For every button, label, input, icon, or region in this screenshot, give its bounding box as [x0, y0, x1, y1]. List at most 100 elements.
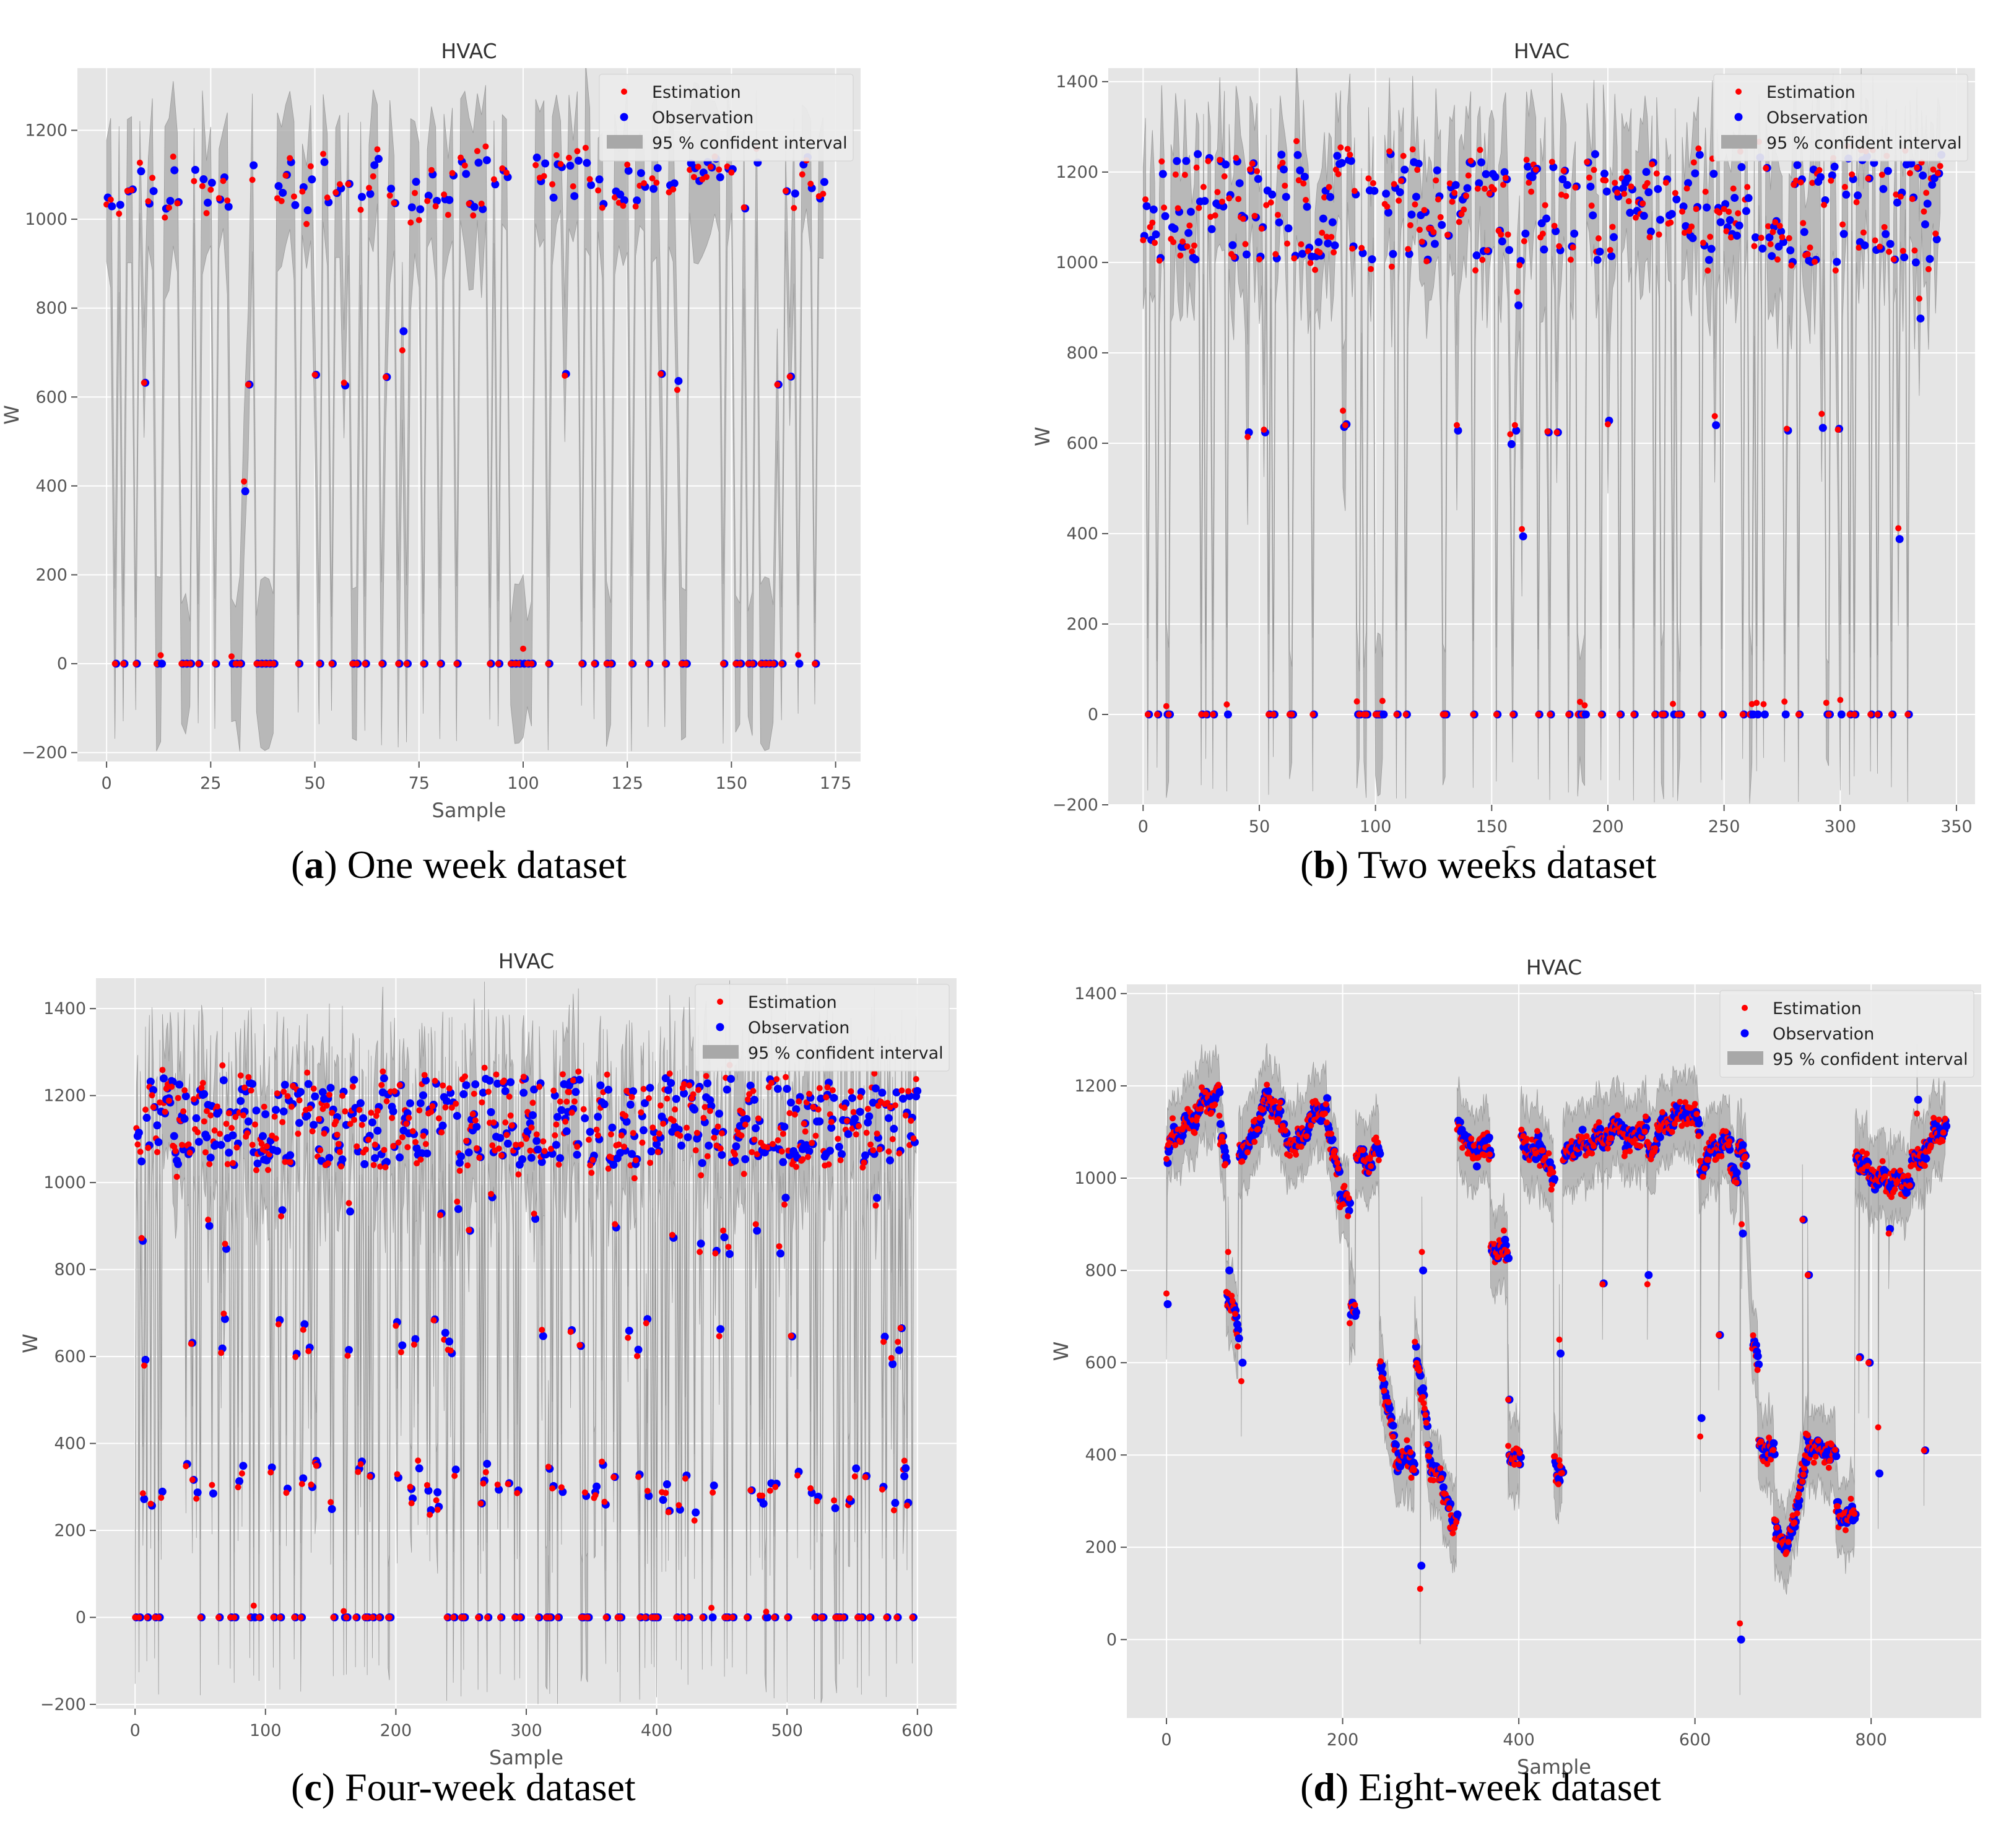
legend-entry: 95 % confident interval: [748, 1044, 944, 1063]
observation-point: [1182, 157, 1191, 165]
estimation-point: [1208, 1109, 1215, 1116]
y-axis-label: W: [19, 1334, 42, 1353]
estimation-point: [567, 1329, 574, 1335]
estimation-point: [1288, 711, 1295, 718]
observation-point: [149, 187, 158, 196]
observation-point: [1215, 1088, 1224, 1096]
estimation-point: [1511, 1461, 1518, 1468]
observation-point: [459, 1090, 468, 1098]
estimation-point: [1563, 193, 1570, 199]
observation-point: [1886, 240, 1895, 248]
estimation-point: [403, 1121, 410, 1127]
estimation-point: [515, 1171, 522, 1178]
estimation-point: [1942, 1115, 1948, 1122]
estimation-point: [1337, 144, 1344, 151]
estimation-point: [1672, 189, 1678, 196]
estimation-point: [1423, 1420, 1430, 1426]
observation-point: [1284, 224, 1293, 233]
estimation-point: [1565, 711, 1572, 718]
estimation-point: [1704, 267, 1711, 274]
estimation-point: [1612, 180, 1618, 186]
estimation-point: [429, 1103, 436, 1109]
observation-point: [596, 1081, 605, 1090]
observation-point: [1347, 157, 1355, 165]
estimation-point: [466, 200, 472, 207]
estimation-point: [1786, 235, 1792, 241]
estimation-point: [1939, 1138, 1946, 1145]
observation-point: [884, 1114, 893, 1122]
observation-point: [1235, 1334, 1243, 1343]
observation-point: [1419, 1384, 1428, 1393]
estimation-point: [1142, 196, 1149, 203]
estimation-point: [601, 1498, 608, 1505]
observation-point: [1482, 170, 1490, 178]
estimation-point: [132, 661, 139, 667]
estimation-point: [120, 661, 127, 667]
estimation-point: [799, 1156, 806, 1163]
estimation-point: [111, 661, 118, 667]
estimation-point: [410, 1341, 417, 1348]
estimation-point: [678, 1614, 685, 1621]
observation-point: [250, 161, 258, 170]
estimation-point: [404, 1143, 411, 1150]
estimation-point: [864, 1106, 871, 1113]
estimation-point: [1716, 1332, 1722, 1338]
estimation-point: [1312, 266, 1319, 273]
estimation-point: [858, 1614, 865, 1621]
estimation-point: [209, 1481, 215, 1488]
x-tick-label: 0: [130, 1721, 141, 1740]
estimation-point: [448, 1104, 455, 1111]
estimation-point: [371, 1141, 378, 1148]
estimation-point: [1528, 188, 1535, 195]
y-tick-label: 0: [57, 654, 67, 674]
observation-point: [1907, 159, 1916, 168]
observation-point: [848, 1094, 856, 1103]
observation-point: [1282, 193, 1290, 201]
estimation-point: [550, 1087, 557, 1094]
observation-point: [827, 1124, 836, 1132]
estimation-point: [1851, 1511, 1858, 1517]
x-axis-label: Sample: [489, 1746, 563, 1769]
observation-point: [412, 178, 420, 186]
estimation-point: [1572, 184, 1579, 191]
y-tick-label: −200: [40, 1695, 86, 1714]
observation-point: [373, 1126, 382, 1135]
estimation-point: [768, 1080, 775, 1087]
estimation-point: [592, 1492, 599, 1499]
estimation-point: [142, 1106, 149, 1113]
estimation-point: [511, 1614, 518, 1621]
estimation-point: [258, 1140, 265, 1147]
observation-point: [1412, 193, 1420, 201]
estimation-point: [493, 1071, 500, 1078]
observation-point: [667, 1078, 675, 1087]
observation-point: [1593, 256, 1602, 264]
estimation-point: [1328, 233, 1335, 240]
estimation-point: [1914, 1110, 1921, 1117]
estimation-point: [1328, 1130, 1335, 1137]
y-tick-label: 800: [54, 1260, 86, 1280]
estimation-point: [824, 1084, 831, 1091]
estimation-point: [423, 1481, 430, 1488]
estimation-point: [389, 1114, 396, 1121]
estimation-point: [1795, 711, 1802, 718]
estimation-point: [1669, 1129, 1675, 1135]
estimation-point: [1207, 214, 1214, 220]
estimation-point: [1681, 230, 1688, 236]
observation-point: [805, 1147, 814, 1155]
estimation-point: [1335, 171, 1342, 178]
observation-point: [438, 1121, 447, 1130]
estimation-point: [1437, 1465, 1444, 1472]
estimation-point: [1927, 1142, 1934, 1149]
estimation-point: [717, 1145, 724, 1152]
estimation-point: [1826, 1457, 1833, 1464]
observation-point: [1742, 1161, 1751, 1170]
observation-point: [433, 196, 441, 205]
observation-point: [1296, 166, 1305, 175]
estimation-point: [487, 661, 493, 667]
estimation-point: [632, 1156, 639, 1163]
observation-point: [224, 202, 233, 211]
observation-point: [1238, 1358, 1247, 1367]
estimation-point: [1505, 1442, 1512, 1449]
y-tick-label: 1400: [43, 999, 86, 1018]
estimation-point: [214, 1103, 220, 1110]
